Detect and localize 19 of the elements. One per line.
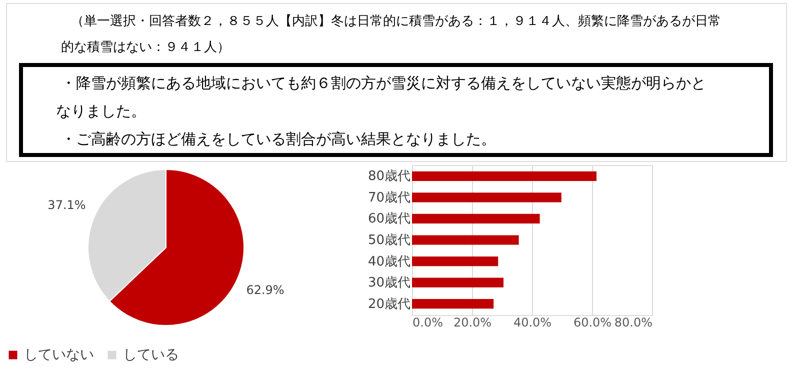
y-tick-label: 60歳代 [368, 212, 410, 227]
y-tick-label: 70歳代 [368, 190, 410, 206]
y-tick-label: 30歳代 [368, 276, 410, 291]
x-tick-label: 40.0% [513, 316, 552, 330]
legend-label: している [123, 347, 179, 363]
y-tick-label: 80歳代 [368, 169, 410, 184]
text: ・ご高齢の方ほど備えをしている割合が高い結果となりました。 [61, 130, 496, 148]
x-tick-label: 60.0% [573, 316, 612, 330]
y-tick-label: 40歳代 [368, 254, 410, 270]
y-tick-label: 20歳代 [368, 296, 410, 312]
x-tick-label: 80.0% [614, 316, 652, 330]
text: ・降雪が頻繁にある地域においても約６割の方が雪災に対する備えをしていない実態が明らかとなりました。 [56, 74, 706, 120]
data-label: 62.9% [246, 283, 284, 298]
x-tick-label: 0.0% [412, 316, 443, 330]
data-label: 37.1% [48, 198, 86, 212]
x-tick-label: 20.0% [453, 316, 492, 330]
y-tick-label: 50歳代 [368, 233, 410, 248]
legend-label: していない [24, 347, 94, 363]
text: （単一選択・回答者数２，８５５人【内訳】冬は日常的に積雪がある：１，９１４人、頻繁に降雪があるが日常的な積雪はない：９４１人） [61, 14, 721, 55]
